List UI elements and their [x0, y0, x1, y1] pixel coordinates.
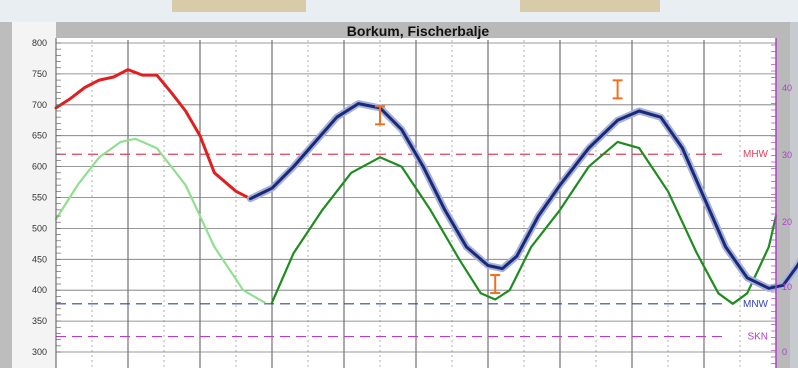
- right-tick-label: 20: [782, 217, 792, 227]
- level-label: MNW: [743, 299, 769, 310]
- y-tick-label: 550: [32, 193, 47, 203]
- right-tick-label: 10: [782, 282, 792, 292]
- y-tick-label: 700: [32, 100, 47, 110]
- level-label: SKN: [747, 332, 768, 343]
- level-label: MHW: [743, 149, 769, 160]
- y-tick-label: 400: [32, 285, 47, 295]
- y-tick-label: 600: [32, 162, 47, 172]
- y-tick-label: 500: [32, 223, 47, 233]
- y-tick-label: 800: [32, 38, 47, 48]
- y-tick-label: 650: [32, 131, 47, 141]
- y-tick-label: 750: [32, 69, 47, 79]
- right-tick-label: 40: [782, 83, 792, 93]
- right-tick-label: 30: [782, 150, 792, 160]
- right-tick-label: 0: [782, 347, 787, 357]
- chart-title: Borkum, Fischerbalje: [347, 23, 490, 39]
- y-tick-label: 300: [32, 347, 47, 357]
- y-tick-label: 450: [32, 254, 47, 264]
- y-tick-label: 350: [32, 316, 47, 326]
